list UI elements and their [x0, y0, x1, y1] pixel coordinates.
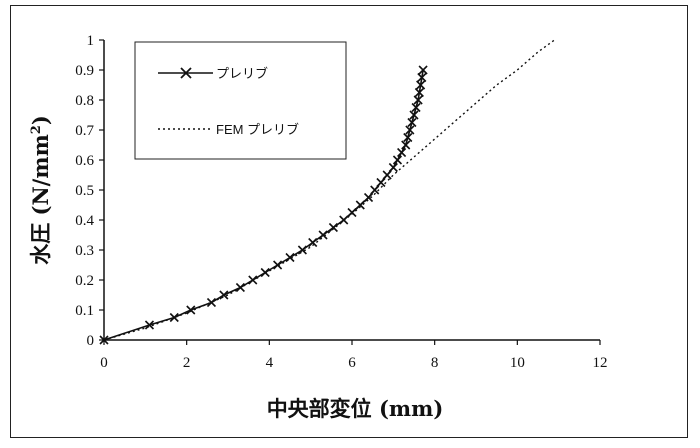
data-point-marker — [219, 290, 229, 300]
legend-label-fem: FEM プレリブ — [216, 122, 299, 137]
data-point-marker — [206, 297, 217, 308]
data-point-marker — [376, 177, 386, 188]
x-tick-label: 8 — [431, 355, 439, 371]
data-point-marker — [411, 102, 421, 113]
x-axis-ticks: 0 2 4 6 8 10 12 — [100, 340, 608, 371]
data-point-marker — [308, 237, 318, 248]
data-point-marker — [355, 200, 365, 210]
data-point-marker — [370, 185, 380, 195]
y-tick-label: 0.8 — [75, 93, 94, 109]
y-tick-label: 0.6 — [75, 153, 94, 169]
y-axis-title: 水圧 (N/mm2) — [28, 115, 53, 265]
data-point-marker — [405, 125, 415, 135]
data-point-marker — [413, 95, 423, 105]
y-tick-label: 0.1 — [75, 303, 94, 319]
y-tick-label: 0.9 — [75, 63, 94, 79]
y-axis-title-main: 水圧 (N/mm — [28, 134, 53, 265]
data-point-marker — [401, 140, 411, 150]
x-tick-label: 4 — [266, 355, 274, 371]
data-point-marker — [318, 230, 328, 240]
y-tick-label: 0.7 — [75, 123, 94, 139]
y-tick-label: 1 — [87, 33, 95, 49]
data-point-marker — [392, 155, 403, 165]
data-point-marker — [186, 305, 196, 315]
data-point-marker — [169, 312, 179, 323]
series-layer — [99, 39, 555, 345]
data-point-marker — [397, 147, 407, 158]
data-point-marker — [416, 80, 426, 90]
x-axis-title: 中央部変位 (mm) — [267, 396, 444, 421]
data-point-marker — [363, 192, 374, 203]
data-point-marker — [388, 162, 398, 173]
chart-frame — [10, 5, 688, 438]
y-tick-label: 0.4 — [75, 213, 94, 229]
data-point-marker — [328, 222, 338, 233]
x-tick-label: 12 — [593, 355, 608, 371]
y-tick-label: 0.3 — [75, 243, 94, 259]
y-axis-title-close: ) — [28, 115, 53, 125]
legend-marker-preliv — [180, 67, 192, 79]
y-axis-title-superscript: 2 — [29, 125, 44, 134]
plot-area: 0 2 4 6 8 10 12 0 0.1 0.2 0.3 0.4 0.5 0.6 0.7 0.8 0.9 1 — [75, 33, 607, 371]
legend-box — [134, 41, 347, 160]
data-point-marker — [409, 110, 419, 120]
data-point-marker — [417, 72, 427, 83]
data-point-marker — [403, 132, 413, 143]
legend-label-preliv: プレリブ — [216, 66, 268, 81]
x-tick-label: 6 — [348, 355, 356, 371]
data-point-marker — [144, 320, 155, 330]
y-tick-label: 0.2 — [75, 273, 94, 289]
y-tick-label: 0.5 — [75, 183, 94, 199]
data-point-marker — [414, 87, 424, 98]
x-tick-label: 0 — [100, 355, 108, 371]
data-point-marker — [407, 117, 417, 128]
data-point-marker — [382, 170, 392, 180]
x-tick-label: 2 — [183, 355, 191, 371]
y-axis-ticks: 0 0.1 0.2 0.3 0.4 0.5 0.6 0.7 0.8 0.9 1 — [75, 33, 104, 349]
x-tick-label: 10 — [510, 355, 525, 371]
data-point-marker — [347, 207, 357, 218]
y-tick-label: 0 — [87, 333, 95, 349]
legend: プレリブ FEM プレリブ — [134, 41, 347, 160]
data-point-marker — [418, 65, 428, 75]
